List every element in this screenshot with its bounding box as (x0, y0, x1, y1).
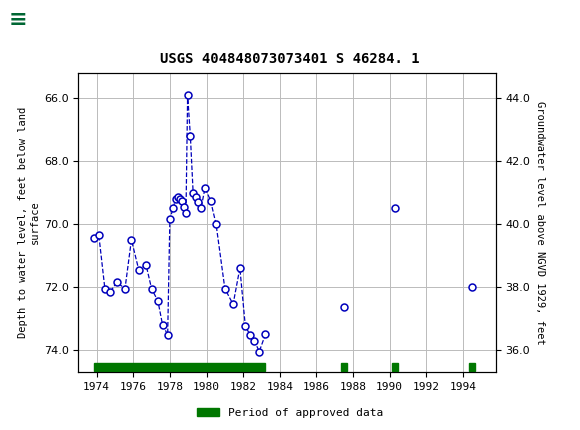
Bar (94, 363, 266, 372)
Text: USGS 404848073073401 S 46284. 1: USGS 404848073073401 S 46284. 1 (160, 52, 420, 66)
Text: ≡: ≡ (9, 10, 27, 30)
FancyBboxPatch shape (6, 3, 99, 37)
Bar (341, 363, 347, 372)
Text: USGS: USGS (38, 11, 78, 29)
Legend: Period of approved data: Period of approved data (193, 403, 387, 422)
Y-axis label: Groundwater level above NGVD 1929, feet: Groundwater level above NGVD 1929, feet (535, 101, 545, 344)
Bar (393, 363, 398, 372)
Y-axis label: Depth to water level, feet below land
surface: Depth to water level, feet below land su… (18, 107, 39, 338)
Bar (469, 363, 475, 372)
